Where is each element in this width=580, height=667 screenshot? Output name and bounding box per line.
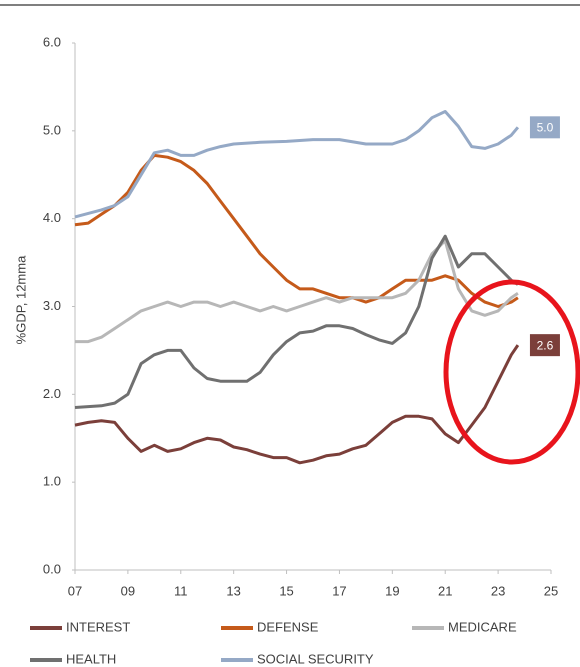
end-label-box [529, 334, 560, 357]
y-tick-label: 1.0 [43, 474, 61, 489]
x-tick-label: 09 [121, 583, 135, 598]
x-tick-label: 21 [438, 583, 452, 598]
y-tick-label: 2.0 [43, 386, 61, 401]
x-tick-label: 23 [491, 583, 505, 598]
x-tick-label: 19 [385, 583, 399, 598]
highlight-ellipse [443, 279, 580, 465]
series-line [74, 153, 519, 308]
legend-label: DEFENSE [257, 619, 319, 634]
series-line [74, 344, 520, 465]
x-tick-label: 25 [544, 583, 558, 598]
y-tick-label: 3.0 [43, 298, 61, 313]
series-line [74, 234, 519, 409]
plot-area: 0.0 1.0 2.0 3.0 4.0 5.0 6.0 07 09 11 13 15 17 19 21 23 2… [30, 34, 560, 666]
series-line [74, 110, 520, 219]
x-tick-label: 13 [226, 583, 240, 598]
legend-label: MEDICARE [448, 619, 517, 634]
x-tick-label: 11 [174, 583, 188, 598]
end-label: 2.6 [537, 338, 554, 352]
legend-label: INTEREST [66, 619, 130, 634]
end-label-box [529, 116, 560, 139]
y-tick-label: 5.0 [43, 122, 61, 137]
series-line [75, 239, 519, 344]
y-tick-label: 4.0 [43, 210, 61, 225]
x-tick-label: 17 [332, 583, 346, 598]
x-tick-label: 07 [68, 583, 82, 598]
end-label: 5.0 [537, 120, 554, 134]
y-axis-label: %GDP, 12mma [13, 255, 28, 344]
x-tick-label: 15 [279, 583, 293, 598]
y-tick-label: 6.0 [43, 34, 61, 49]
legend-label: SOCIAL SECURITY [257, 651, 374, 666]
legend-label: HEALTH [66, 651, 116, 666]
y-tick-label: 0.0 [43, 561, 61, 576]
